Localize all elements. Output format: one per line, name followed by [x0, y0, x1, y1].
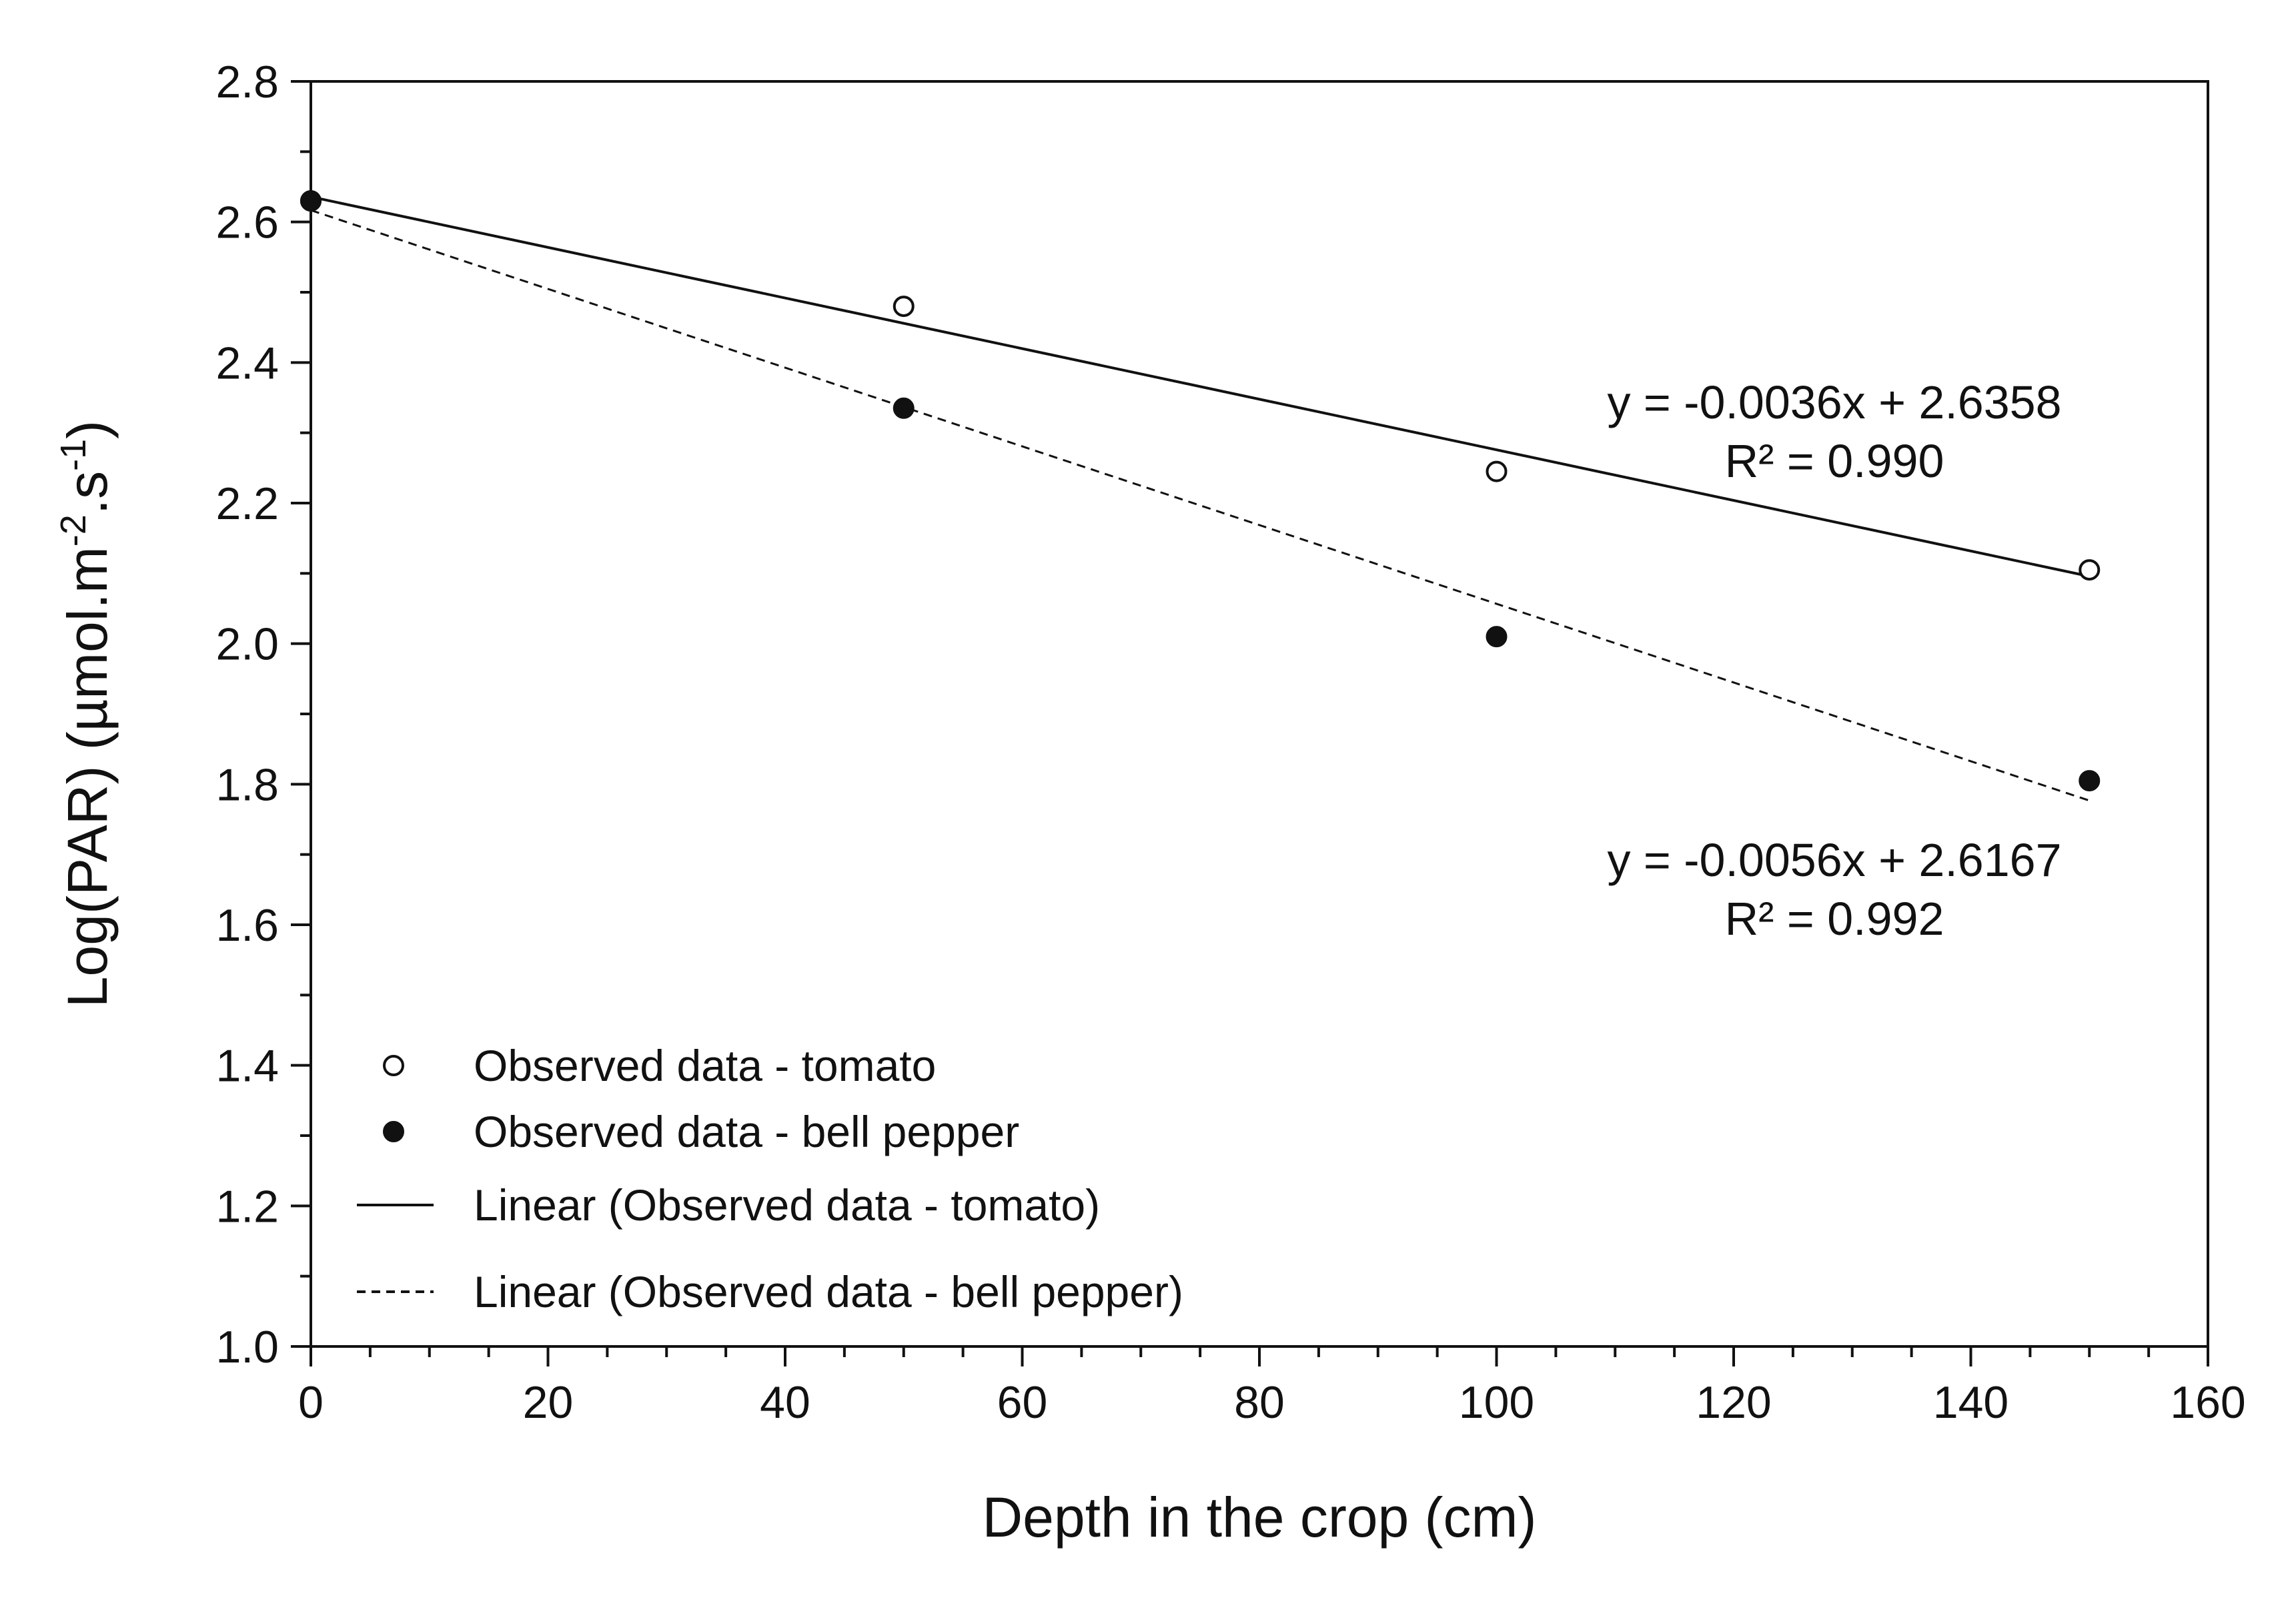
point-bell-pepper: [2079, 770, 2101, 792]
y-axis-title-time-unit: .s: [56, 471, 119, 514]
x-tick-label: 160: [2170, 1377, 2245, 1428]
y-tick-label: 1.0: [215, 1322, 279, 1372]
y-tick-label: 2.0: [215, 619, 279, 670]
y-tick-label: 2.4: [215, 338, 279, 388]
legend: Observed data - tomato Observed data - b…: [357, 1041, 1183, 1316]
x-axis-tick-labels: 0 20 40 60 80 100 120 140 160: [298, 1377, 2246, 1428]
tomato-r2: R² = 0.990: [1725, 435, 1944, 487]
y-axis-title-exponent-area: -2: [53, 514, 93, 546]
point-bell-pepper: [893, 397, 915, 419]
point-tomato: [1486, 460, 1508, 482]
trend-lines: [310, 195, 2090, 802]
x-tick-label: 40: [760, 1377, 810, 1428]
y-tick-label: 2.2: [215, 478, 279, 529]
y-tick-label: 2.6: [215, 197, 279, 248]
x-tick-label: 120: [1696, 1377, 1771, 1428]
x-tick-label: 60: [997, 1377, 1048, 1428]
y-tick-label: 1.2: [215, 1181, 279, 1232]
x-tick-label: 100: [1459, 1377, 1534, 1428]
y-axis-title-exponent-time: -1: [53, 439, 93, 471]
point-tomato: [893, 296, 915, 318]
legend-label-linear-tomato: Linear (Observed data - tomato): [474, 1180, 1100, 1230]
y-axis-tick-labels: 1.0 1.2 1.4 1.6 1.8 2.0 2.2 2.4 2.6 2.8: [215, 57, 279, 1372]
bell-pepper-r2: R² = 0.992: [1725, 893, 1944, 945]
bell-pepper-equation: y = -0.0056x + 2.6167: [1607, 834, 2061, 886]
y-axis-title-close: ): [56, 420, 119, 439]
y-tick-label: 2.8: [215, 57, 279, 107]
legend-open-circle-marker: [383, 1055, 404, 1076]
x-axis-title: Depth in the crop (cm): [983, 1486, 1537, 1549]
y-tick-label: 1.6: [215, 900, 279, 951]
point-bell-pepper: [1486, 626, 1508, 648]
y-axis-title-main: Log(PAR) (µmol.m: [56, 546, 119, 1008]
legend-label-linear-bell-pepper: Linear (Observed data - bell pepper): [474, 1267, 1183, 1316]
trend-line-bell-pepper: [310, 209, 2090, 802]
x-tick-label: 20: [523, 1377, 574, 1428]
data-points: [300, 190, 2101, 792]
trend-line-tomato: [310, 195, 2090, 578]
regression-annotations: y = -0.0036x + 2.6358 R² = 0.990 y = -0.…: [1607, 376, 2061, 945]
y-axis-ticks: [291, 80, 311, 1348]
point-tomato: [2079, 559, 2101, 581]
legend-filled-circle-marker: [383, 1121, 404, 1142]
legend-label-tomato: Observed data - tomato: [474, 1041, 936, 1090]
tomato-equation: y = -0.0036x + 2.6358: [1607, 376, 2061, 428]
x-tick-label: 0: [298, 1377, 324, 1428]
x-axis-ticks: [310, 1346, 2209, 1366]
y-tick-label: 1.8: [215, 759, 279, 810]
point-bell-pepper: [300, 190, 322, 212]
y-axis-title: Log(PAR) (µmol.m-2.s-1): [53, 420, 119, 1008]
x-tick-label: 80: [1234, 1377, 1285, 1428]
legend-label-bell-pepper: Observed data - bell pepper: [474, 1107, 1019, 1156]
x-tick-label: 140: [1933, 1377, 2008, 1428]
y-tick-label: 1.4: [215, 1041, 279, 1092]
